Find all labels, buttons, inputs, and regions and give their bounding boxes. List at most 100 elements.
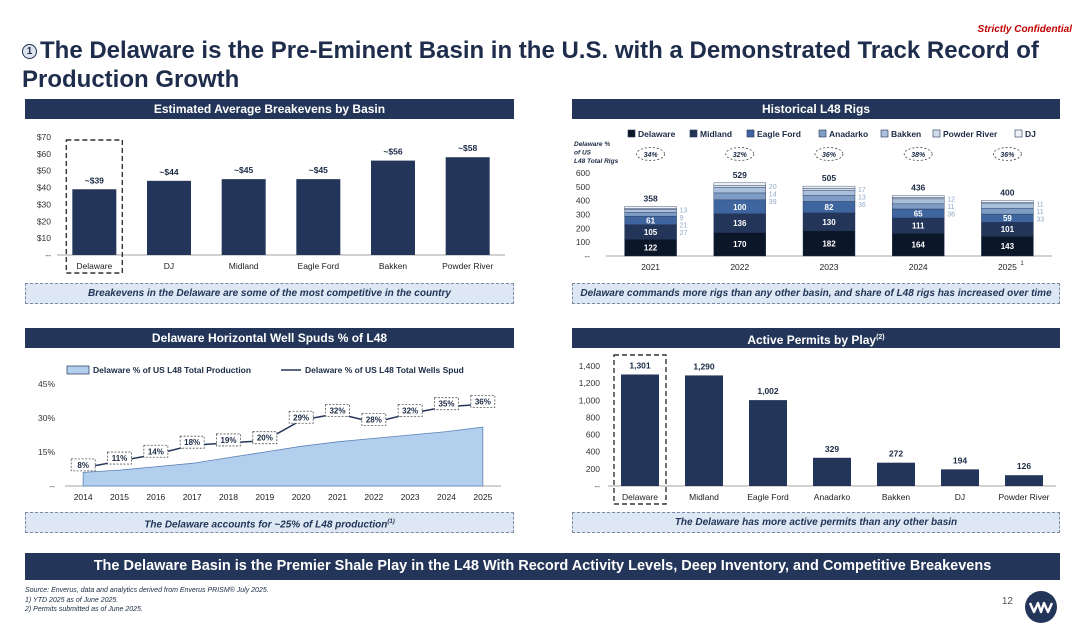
bar [749,400,787,486]
spuds-chart: Delaware % of US L48 Total Production Del… [38,365,501,502]
legend-swatch [1014,129,1023,138]
share-ellipse [725,147,755,161]
side-label: 33 [1036,217,1044,224]
x-tick-label: Eagle Ford [747,492,789,502]
segment-label: 61 [646,216,655,225]
segment-label: 105 [644,228,658,237]
footnote-2: 2) Permits submitted as of June 2025. [25,606,143,613]
data-label: 18% [184,438,200,447]
data-label: 32% [402,406,418,415]
x-tick-label: Bakken [379,261,408,271]
data-label: ~$45 [234,165,253,175]
x-tick-label: Midland [229,261,259,271]
stack-segment [981,203,1034,209]
x-tick-label: DJ [955,492,965,502]
data-label: 329 [825,444,839,454]
highlight-box [613,354,667,505]
y-tick-label: 1,400 [579,361,601,371]
stack-segment [892,203,945,210]
permits-chart: 1,400 1,200 1,000 800 600 400 200 -- 1,301 Delawa… [579,354,1056,505]
footnote-1: 1) YTD 2025 as of June 2025. [25,596,119,604]
total-label: 436 [911,183,925,193]
bar [371,160,415,255]
y-tick-label: $50 [37,166,51,176]
stack-segment [802,230,856,257]
stack-segment [981,200,1034,203]
data-label-box [325,404,350,417]
y-tick-label: $30 [37,199,51,209]
y-tick-label: 200 [586,464,600,474]
y-tick-label: 600 [586,430,600,440]
y-tick-label: 400 [576,196,590,206]
rigs-chart: Delaware Midland Eagle Ford Anadarko Bakken P… [574,129,1052,272]
x-tick-label: 2024 [437,492,456,502]
y-tick-label: 200 [576,223,590,233]
bar [621,374,659,486]
bar [813,457,851,486]
spuds-note-text: The Delaware accounts for ~25% of L48 pr… [144,519,388,531]
y-tick-label: 500 [576,182,590,192]
x-tick-label: Bakken [882,492,911,502]
bar [147,180,191,255]
data-label: ~$56 [383,147,402,157]
data-label: 29% [293,413,309,422]
data-label: 1,301 [629,360,651,370]
data-label-box [288,410,314,424]
total-label: 358 [644,193,658,203]
area-series [82,426,484,487]
stack-segment [892,198,945,205]
stack-segment [802,185,856,189]
legend-swatch [689,129,698,138]
y-tick-label: 400 [586,447,600,457]
legend-label: Anadarko [829,129,868,139]
bar [685,375,723,486]
share-value: 34% [644,152,659,159]
x-tick-label: Delaware [76,261,112,271]
spuds-note-footnote: (1) [387,519,395,525]
side-label: 13 [680,207,688,214]
total-label: 529 [733,170,747,180]
data-label: 36% [475,397,491,406]
data-label-box [70,458,96,472]
y-tick-label: 300 [576,210,590,220]
breakevens-note: Breakevens in the Delaware are some of t… [25,283,514,304]
stack-segment [981,208,1034,215]
segment-label: 100 [733,203,747,212]
stack-segment [624,206,677,209]
data-label-box [252,431,278,445]
data-label-box [434,397,459,411]
legend-label: Delaware [638,129,676,139]
spuds-header: Delaware Horizontal Well Spuds % of L48 [25,328,514,348]
legend-label: Delaware % of US L48 Total Wells Spud [305,365,464,375]
legend-label: Powder River [943,129,998,139]
stack-segment [713,192,767,201]
share-label: L48 Total Rigs [574,158,619,165]
segment-label: 136 [733,219,747,228]
y-tick-label: $10 [37,233,51,243]
x-tick-label: Powder River [442,261,493,271]
data-label: 14% [148,447,164,456]
summary-banner: The Delaware Basin is the Premier Shale … [25,553,1060,580]
side-label: 14 [769,191,777,198]
x-tick-label: Anadarko [814,492,851,502]
x-tick-label: 2014 [74,492,93,502]
legend-swatch [880,129,889,138]
data-label: 8% [77,461,89,470]
data-label: ~$58 [458,143,477,153]
segment-label: 101 [1001,225,1015,234]
permits-header: Active Permits by Play(2) [572,328,1060,348]
side-label: 21 [680,222,688,229]
side-label: 36 [947,212,955,219]
bar [877,462,915,486]
segment-label: 111 [912,222,925,231]
company-logo-icon [1025,591,1057,623]
side-label: 11 [947,204,954,211]
side-label: 9 [680,215,684,222]
x-tick-label: Eagle Ford [298,261,340,271]
total-label: 400 [1000,188,1014,198]
y-tick-label: 45% [38,379,55,389]
stack-segment [981,201,1034,204]
x-tick-label: 2024 [909,262,928,272]
y-tick-label: 100 [576,237,590,247]
page-number: 12 [1001,596,1013,607]
